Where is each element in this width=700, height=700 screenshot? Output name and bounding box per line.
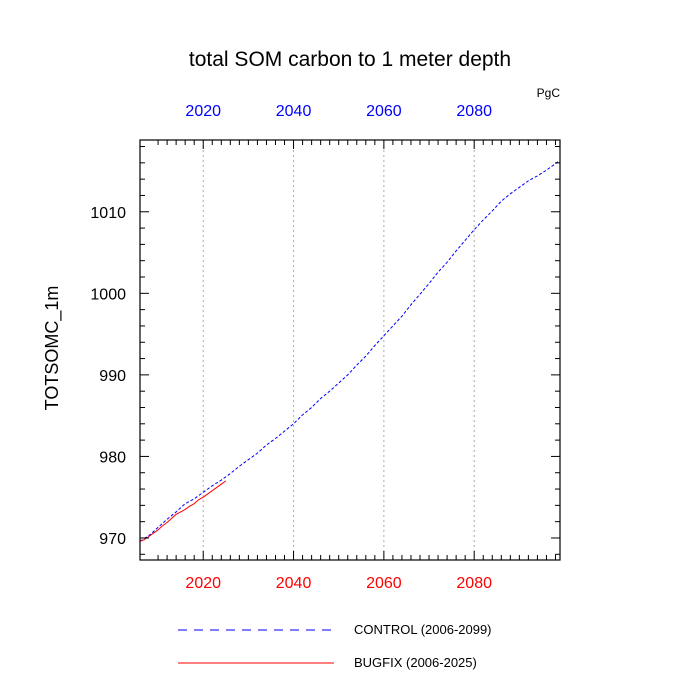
x-tick-label-top: 2080 xyxy=(456,103,492,120)
legend-label-control: CONTROL (2006-2099) xyxy=(354,622,492,637)
y-tick-label: 990 xyxy=(99,368,126,385)
x-tick-label-top: 2020 xyxy=(185,103,221,120)
y-tick-label: 980 xyxy=(99,449,126,466)
plot-frame xyxy=(139,139,561,561)
series-layer xyxy=(139,159,561,542)
x-tick-label-bottom: 2080 xyxy=(456,575,492,592)
x-tick-label-bottom: 2020 xyxy=(185,575,221,592)
x-tick-label-bottom: 2060 xyxy=(366,575,402,592)
legend: CONTROL (2006-2099) BUGFIX (2006-2025) xyxy=(178,622,492,670)
units-label: PgC xyxy=(537,86,561,100)
legend-label-bugfix: BUGFIX (2006-2025) xyxy=(354,655,477,670)
series-line-control xyxy=(139,159,561,542)
grid-lines xyxy=(202,140,475,560)
axis-ticks xyxy=(140,140,560,560)
tick-labels: 2020 2020 2040 2040 2060 2060 2080 2080 970 980 99… xyxy=(90,103,492,592)
x-tick-label-top: 2040 xyxy=(276,103,312,120)
y-tick-label: 970 xyxy=(99,531,126,548)
series-line-bugfix xyxy=(139,480,227,542)
y-axis-label: TOTSOMC_1m xyxy=(42,286,63,411)
y-tick-label: 1010 xyxy=(90,205,126,222)
y-tick-label: 1000 xyxy=(90,286,126,303)
x-tick-label-bottom: 2040 xyxy=(276,575,312,592)
chart-title: total SOM carbon to 1 meter depth xyxy=(189,48,511,71)
x-tick-label-top: 2060 xyxy=(366,103,402,120)
